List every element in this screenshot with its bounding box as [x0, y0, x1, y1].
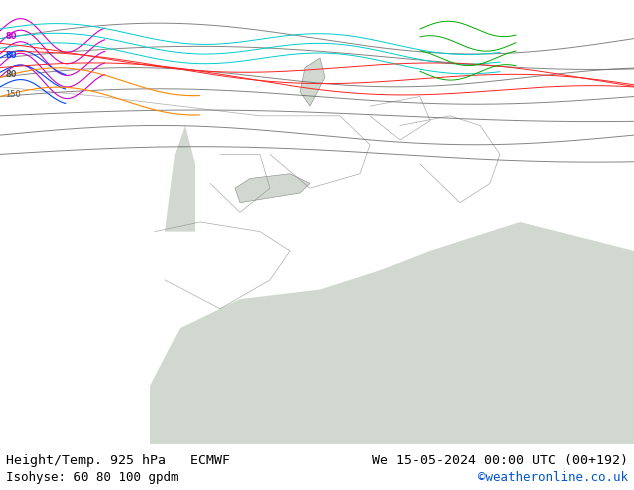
Text: We 15-05-2024 00:00 UTC (00+192): We 15-05-2024 00:00 UTC (00+192): [372, 454, 628, 467]
Polygon shape: [235, 174, 310, 203]
Text: Height/Temp. 925 hPa   ECMWF: Height/Temp. 925 hPa ECMWF: [6, 454, 230, 467]
Text: 80: 80: [5, 31, 16, 41]
Polygon shape: [150, 222, 634, 444]
Text: ©weatheronline.co.uk: ©weatheronline.co.uk: [477, 471, 628, 485]
Polygon shape: [165, 125, 195, 232]
Polygon shape: [300, 58, 325, 106]
Text: 80: 80: [5, 51, 16, 60]
Text: 150: 150: [5, 90, 21, 98]
Text: Isohyse: 60 80 100 gpdm: Isohyse: 60 80 100 gpdm: [6, 471, 179, 485]
Text: 80: 80: [5, 70, 16, 79]
